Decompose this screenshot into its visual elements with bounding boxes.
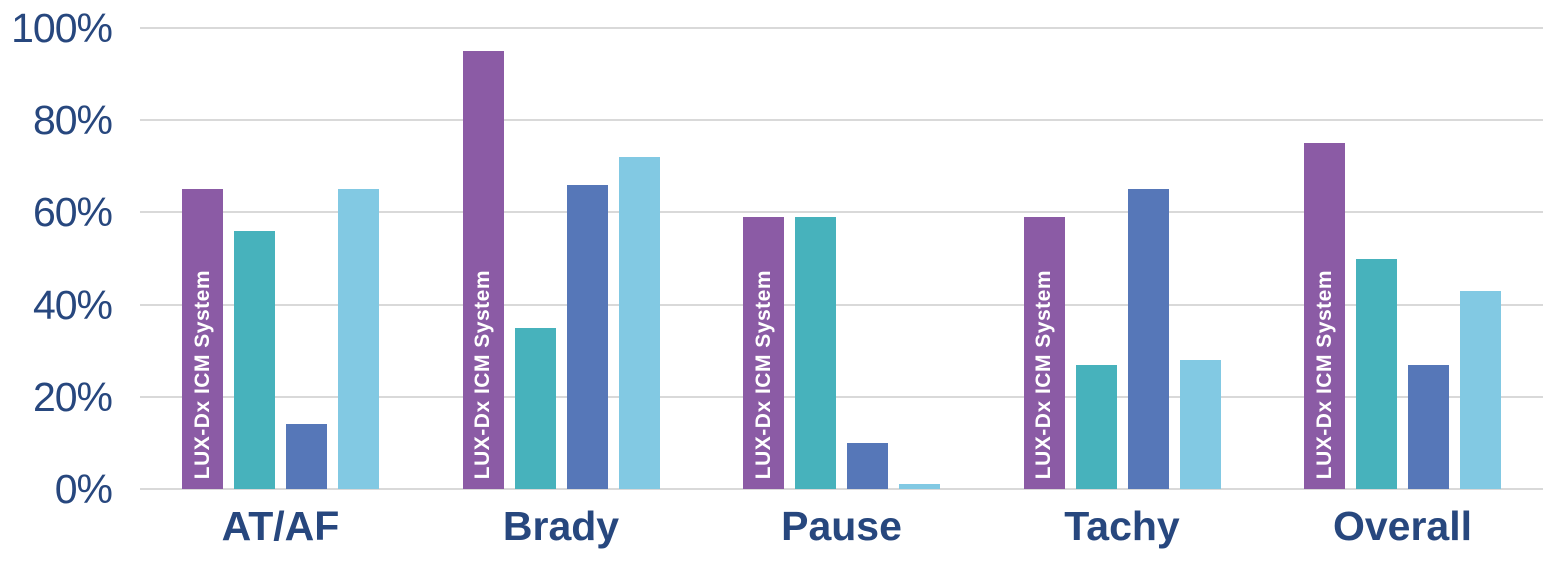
bar-series-label: LUX-Dx ICM System <box>751 269 775 479</box>
bar-group-tachy: LUX-Dx ICM System Tachy <box>1023 28 1221 549</box>
bar-purple: LUX-Dx ICM System <box>1023 217 1065 489</box>
bar-series-label: LUX-Dx ICM System <box>1312 269 1336 479</box>
bar-teal <box>1075 364 1117 489</box>
bar-purple: LUX-Dx ICM System <box>1304 143 1345 489</box>
bar-series-label: LUX-Dx ICM System <box>1032 269 1055 479</box>
y-tick-label: 0% <box>54 466 113 512</box>
y-tick-label: 80% <box>32 97 113 144</box>
gridline-40 <box>140 303 1543 306</box>
bar-series-label: LUX-Dx ICM System <box>190 269 214 479</box>
y-tick-label: 100% <box>11 5 113 51</box>
y-tick-label: 40% <box>32 281 113 328</box>
gridline-60 <box>140 211 1543 214</box>
bar-dark-blue <box>286 424 327 489</box>
gridline-80 <box>140 119 1543 122</box>
bar-purple: LUX-Dx ICM System <box>462 51 504 489</box>
category-label: Pause <box>781 503 902 549</box>
bar-series-label: LUX-Dx ICM System <box>471 269 494 479</box>
bar-group-at-af: LUX-Dx ICM System AT/AF <box>182 28 379 549</box>
bar-light-blue <box>1179 359 1221 489</box>
bar-light-blue <box>618 157 660 489</box>
bar-dark-blue <box>566 184 608 489</box>
bar-dark-blue <box>847 442 888 489</box>
bar-light-blue <box>1460 290 1501 489</box>
bar-group-pause: LUX-Dx ICM System Pause <box>743 28 940 549</box>
bar-purple: LUX-Dx ICM System <box>182 189 223 489</box>
bar-groups: LUX-Dx ICM System AT/AF LUX-Dx ICM System B… <box>140 28 1543 549</box>
bar-light-blue <box>899 484 940 489</box>
bar-dark-blue <box>1408 364 1449 489</box>
gridline-0 <box>140 488 1543 490</box>
category-label: Brady <box>502 503 620 549</box>
y-axis: 100% 80% 60% 40% 20% 0% <box>0 0 113 571</box>
gridline-20 <box>140 395 1543 398</box>
bar-teal <box>514 327 556 489</box>
bar-purple: LUX-Dx ICM System <box>743 217 784 489</box>
bar-teal <box>1356 258 1397 489</box>
bar-teal <box>234 230 275 489</box>
gridline-100 <box>140 27 1543 29</box>
bar-dark-blue <box>1127 189 1169 489</box>
y-tick-label: 60% <box>32 189 113 236</box>
bar-group-brady: LUX-Dx ICM System Brady <box>462 28 660 549</box>
y-tick-label: 20% <box>32 373 113 420</box>
category-label: Tachy <box>1064 503 1180 549</box>
category-label: AT/AF <box>221 503 340 549</box>
category-label: Overall <box>1332 503 1473 549</box>
bar-group-overall: LUX-Dx ICM System Overall <box>1304 28 1501 549</box>
plot-area: LUX-Dx ICM System AT/AF LUX-Dx ICM System B… <box>140 27 1543 549</box>
bar-light-blue <box>338 189 379 489</box>
bar-teal <box>795 217 836 489</box>
